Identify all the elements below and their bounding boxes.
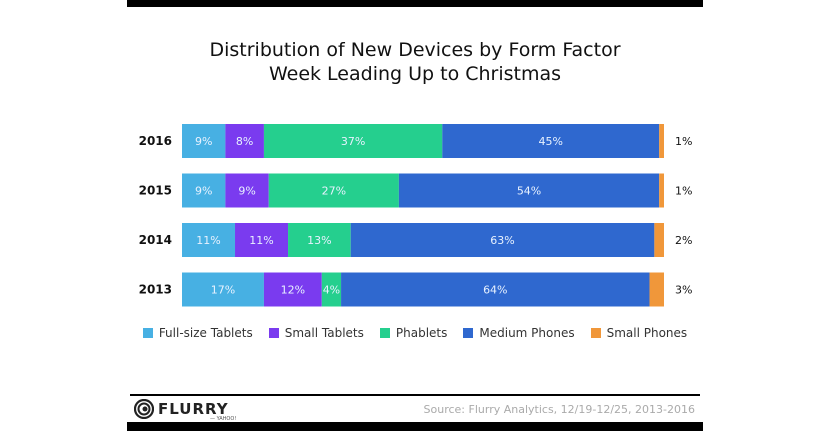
data-label: 1% xyxy=(675,185,692,198)
source-note: Source: Flurry Analytics, 12/19-12/25, 2… xyxy=(423,403,695,416)
bar-segment xyxy=(654,223,664,257)
data-label: 1% xyxy=(675,135,692,148)
data-label: 3% xyxy=(675,284,692,297)
legend-item: Phablets xyxy=(379,326,448,340)
bar-segment xyxy=(321,272,342,307)
data-label: 2% xyxy=(675,234,692,247)
bar-segment xyxy=(442,124,660,158)
category-label: 2015 xyxy=(139,184,172,198)
top-border xyxy=(127,0,703,7)
data-label: 12% xyxy=(281,284,305,297)
data-label: 4% xyxy=(323,284,340,297)
legend-item: Small Tablets xyxy=(268,326,364,340)
data-label: 45% xyxy=(539,135,563,148)
data-label: 9% xyxy=(195,185,212,198)
yahoo-sub-label: — YAHOO! xyxy=(210,416,237,422)
legend-label: Phablets xyxy=(395,326,448,340)
legend: Full-size Tablets Small Tablets Phablets Me… xyxy=(127,326,703,340)
bar-segment xyxy=(182,124,226,158)
bar-segment xyxy=(263,124,443,158)
data-label: 9% xyxy=(195,135,212,148)
flurry-logo-text: FLURRY xyxy=(158,400,229,418)
data-label: 63% xyxy=(490,234,514,247)
stacked-bar-chart: 2016 9% 8% 37% 45% 1% 2015 9% 9% 27% 54% 1% 2014 11% 1… xyxy=(139,124,692,307)
legend-swatch xyxy=(590,328,601,338)
legend-label: Medium Phones xyxy=(479,326,575,340)
bar-segment xyxy=(268,173,399,208)
flurry-logo: FLURRY — YAHOO! xyxy=(134,399,236,422)
chart-frame: Distribution of New Devices by Form Fact… xyxy=(127,0,703,431)
data-label: 11% xyxy=(249,234,273,247)
bar-segment xyxy=(182,223,236,257)
data-label: 27% xyxy=(322,185,346,198)
legend-item: Full-size Tablets xyxy=(142,326,253,340)
data-label: 64% xyxy=(483,284,507,297)
bar-segment xyxy=(225,124,264,158)
data-label: 8% xyxy=(236,135,253,148)
category-label: 2013 xyxy=(139,283,172,297)
bar-segment xyxy=(398,173,660,208)
data-label: 37% xyxy=(341,135,365,148)
bar-segment xyxy=(263,272,322,307)
legend-swatch xyxy=(142,328,153,338)
legend-item: Medium Phones xyxy=(463,326,575,340)
bar-segment xyxy=(182,173,226,208)
chart-title-block: Distribution of New Devices by Form Fact… xyxy=(127,38,703,86)
legend-label: Full-size Tablets xyxy=(158,326,253,340)
data-label: 54% xyxy=(517,185,541,198)
data-label: 11% xyxy=(196,234,220,247)
bar-segment xyxy=(659,124,664,158)
chart-subtitle: Week Leading Up to Christmas xyxy=(268,63,562,85)
bar-segment xyxy=(350,223,655,257)
legend-label: Small Phones xyxy=(606,326,688,340)
data-label: 13% xyxy=(307,234,331,247)
legend-item: Small Phones xyxy=(590,326,688,340)
flurry-logo-icon xyxy=(134,399,154,419)
category-label: 2014 xyxy=(139,233,172,247)
bottom-border xyxy=(127,422,703,431)
data-label: 17% xyxy=(211,284,235,297)
legend-swatch xyxy=(268,328,279,338)
bar-segment xyxy=(182,272,264,307)
chart-title: Distribution of New Devices by Form Fact… xyxy=(209,39,621,61)
bar-segment xyxy=(659,173,664,208)
legend-label: Small Tablets xyxy=(284,326,364,340)
category-label: 2016 xyxy=(139,134,172,148)
bar-segment xyxy=(288,223,351,257)
bar-segment xyxy=(225,173,269,208)
bar-segment xyxy=(341,272,650,307)
data-label: 9% xyxy=(238,185,255,198)
bar-segment xyxy=(235,223,289,257)
bar-segment xyxy=(649,272,664,307)
footer-divider xyxy=(130,394,700,396)
legend-swatch xyxy=(379,328,390,338)
legend-swatch xyxy=(463,328,474,338)
